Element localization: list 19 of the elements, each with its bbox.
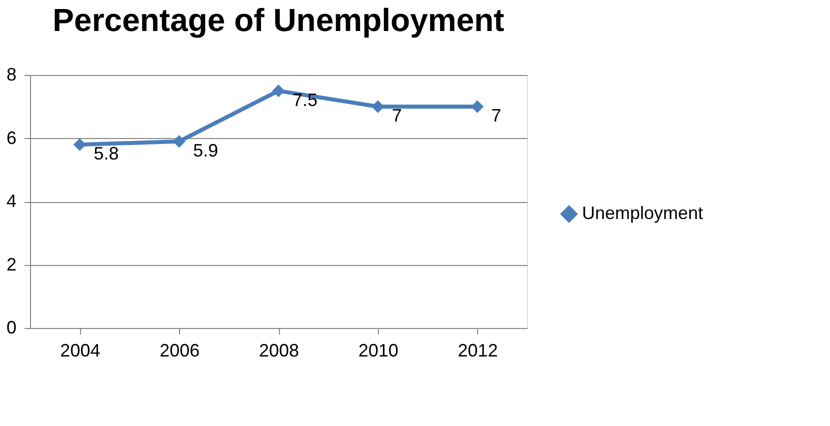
point [272, 84, 285, 98]
x-tick-label: 2004 [60, 340, 100, 360]
y-tick-label: 4 [6, 191, 16, 211]
data-label: 5.9 [193, 140, 218, 160]
y-tick-label: 6 [6, 128, 16, 148]
y-tick-label: 2 [6, 254, 16, 274]
data-label: 7 [392, 106, 402, 126]
x-tick-label: 2012 [458, 340, 498, 360]
y-tick-label: 0 [6, 318, 16, 338]
chart-title: Percentage of Unemployment [52, 2, 505, 38]
x-tick-label: 2008 [258, 340, 300, 360]
y-tick-label: 8 [6, 64, 16, 84]
x-tick-label: 2006 [160, 340, 200, 360]
point [470, 100, 484, 113]
x-tick-label: 2010 [358, 340, 398, 360]
point [73, 138, 86, 151]
data-label: 5.8 [94, 144, 119, 164]
legend-label: Unemployment [582, 203, 704, 223]
data-label: 7 [491, 106, 502, 126]
